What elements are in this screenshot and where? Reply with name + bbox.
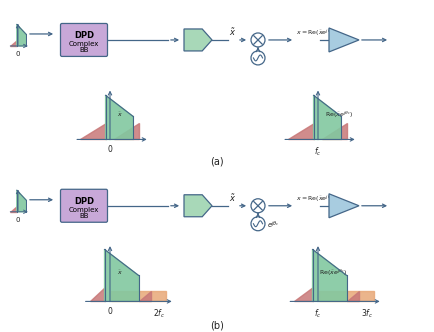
Polygon shape — [10, 40, 17, 46]
Polygon shape — [104, 249, 138, 301]
Text: DPD: DPD — [74, 32, 94, 41]
Text: 0: 0 — [107, 307, 112, 316]
FancyBboxPatch shape — [60, 24, 107, 56]
Polygon shape — [322, 123, 346, 139]
Polygon shape — [328, 28, 358, 52]
Polygon shape — [312, 249, 346, 301]
Polygon shape — [17, 24, 26, 46]
Polygon shape — [184, 29, 211, 51]
Text: Complex: Complex — [69, 207, 99, 213]
Polygon shape — [313, 95, 340, 139]
Text: $\tilde{x}$: $\tilde{x}$ — [117, 269, 122, 277]
Text: $e^{j\theta_c}$: $e^{j\theta_c}$ — [266, 220, 279, 231]
Polygon shape — [114, 123, 138, 139]
Text: $3f_c$: $3f_c$ — [360, 307, 372, 320]
Polygon shape — [184, 195, 211, 217]
Polygon shape — [138, 291, 151, 301]
Text: $\tilde{x}$: $\tilde{x}$ — [116, 111, 122, 119]
Text: 0: 0 — [16, 217, 20, 223]
Text: $f_c$: $f_c$ — [313, 145, 321, 158]
Text: $x = \mathrm{Re}(\tilde{x}e^{j\theta_c})$: $x = \mathrm{Re}(\tilde{x}e^{j\theta_c})… — [295, 194, 335, 204]
Polygon shape — [293, 287, 312, 301]
Text: $2f_c$: $2f_c$ — [152, 307, 165, 320]
Text: Complex: Complex — [69, 41, 99, 47]
Text: $\mathrm{Re}(\tilde{x}e^{j\theta_c})$: $\mathrm{Re}(\tilde{x}e^{j\theta_c})$ — [324, 109, 352, 120]
Text: BB: BB — [79, 47, 89, 53]
Text: $\tilde{x}$: $\tilde{x}$ — [228, 26, 236, 38]
Polygon shape — [105, 95, 133, 139]
Text: $\tilde{x}$: $\tilde{x}$ — [228, 192, 236, 204]
Text: 0: 0 — [16, 51, 20, 57]
Polygon shape — [89, 287, 104, 301]
Polygon shape — [328, 194, 358, 218]
Polygon shape — [79, 123, 105, 139]
Polygon shape — [346, 291, 358, 301]
Text: 0: 0 — [107, 145, 112, 154]
Polygon shape — [10, 206, 17, 212]
Text: $x = \mathrm{Re}(\tilde{x}e^{j\theta_c})$: $x = \mathrm{Re}(\tilde{x}e^{j\theta_c})… — [295, 28, 335, 38]
Text: BB: BB — [79, 213, 89, 219]
FancyBboxPatch shape — [60, 189, 107, 222]
Polygon shape — [111, 291, 165, 301]
Polygon shape — [287, 123, 313, 139]
Polygon shape — [319, 291, 373, 301]
Text: DPD: DPD — [74, 197, 94, 206]
Text: $\mathrm{Re}(\tilde{x}e^{j\theta_c})$: $\mathrm{Re}(\tilde{x}e^{j\theta_c})$ — [319, 268, 347, 278]
Text: (b): (b) — [210, 321, 224, 331]
Polygon shape — [17, 190, 26, 212]
Text: (a): (a) — [210, 157, 224, 167]
Text: $f_c$: $f_c$ — [313, 307, 321, 320]
